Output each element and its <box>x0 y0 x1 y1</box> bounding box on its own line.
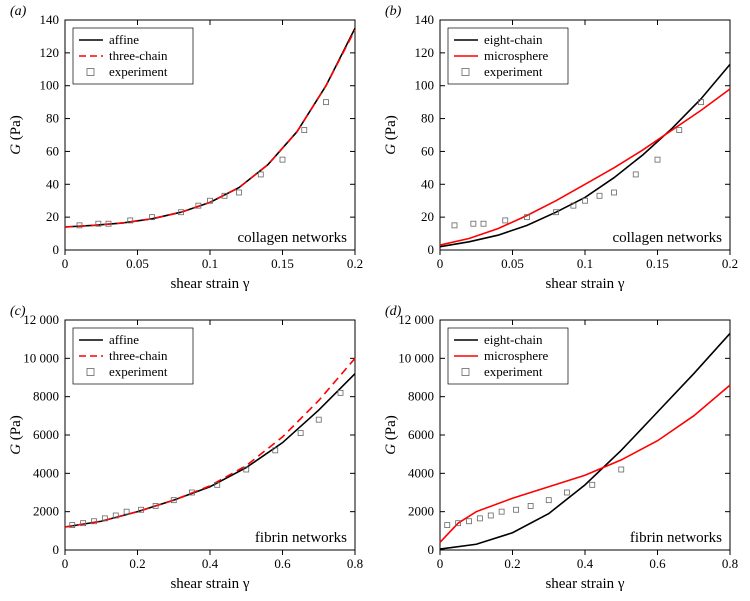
xtick-label: 0.8 <box>347 556 363 571</box>
xtick-label: 0.1 <box>577 256 593 271</box>
xtick-label: 0 <box>62 556 69 571</box>
xlabel: shear strain γ <box>170 276 249 292</box>
ytick-label: 0 <box>53 542 60 557</box>
figure: (a) 0 0.05 0.1 0.15 0.2 0 20 40 60 80 100 120 140 shea… <box>0 0 750 601</box>
ytick-label: 140 <box>40 12 60 27</box>
ytick-label: 80 <box>46 111 59 126</box>
xtick-label: 0.15 <box>271 256 294 271</box>
xtick-label: 0.1 <box>202 256 218 271</box>
legend-label: microsphere <box>484 48 548 63</box>
xtick-label: 0.2 <box>129 556 145 571</box>
xtick-label: 0.4 <box>577 556 594 571</box>
annotation: collagen networks <box>612 230 722 246</box>
ylabel: G (Pa) <box>8 115 24 155</box>
ytick-label: 12 000 <box>23 312 59 327</box>
xlabel: shear strain γ <box>170 576 249 592</box>
ytick-label: 20 <box>46 209 59 224</box>
xtick-label: 0 <box>437 556 444 571</box>
panel-c: (c)00.20.40.60.80200040006000800010 0001… <box>8 304 363 592</box>
xlabel: shear strain γ <box>545 576 624 592</box>
ytick-label: 6000 <box>408 427 434 442</box>
xtick-label: 0.6 <box>274 556 291 571</box>
ytick-label: 4000 <box>33 465 59 480</box>
ytick-label: 40 <box>46 176 59 191</box>
ytick-label: 10 000 <box>398 350 434 365</box>
xtick-label: 0.2 <box>722 256 738 271</box>
annotation: fibrin networks <box>630 530 722 546</box>
legend-label: experiment <box>484 364 543 379</box>
panel-label-a: (a) <box>10 4 27 19</box>
annotation: fibrin networks <box>255 530 347 546</box>
legend-label: three-chain <box>109 348 168 363</box>
ytick-label: 80 <box>421 111 434 126</box>
ytick-label: 2000 <box>33 504 59 519</box>
ytick-label: 40 <box>421 176 434 191</box>
xtick-label: 0 <box>62 256 69 271</box>
ytick-label: 140 <box>415 12 435 27</box>
legend-label: affine <box>109 332 139 347</box>
ytick-label: 6000 <box>33 427 59 442</box>
ytick-label: 60 <box>46 143 59 158</box>
xtick-label: 0.4 <box>202 556 219 571</box>
ytick-label: 120 <box>40 45 60 60</box>
legend-label: eight-chain <box>484 32 543 47</box>
ytick-label: 8000 <box>33 389 59 404</box>
xlabel: shear strain γ <box>545 276 624 292</box>
xtick-label: 0.2 <box>347 256 363 271</box>
ytick-label: 0 <box>428 242 435 257</box>
ylabel: G (Pa) <box>383 415 399 455</box>
legend-label: experiment <box>109 364 168 379</box>
ytick-label: 20 <box>421 209 434 224</box>
xtick-label: 0.2 <box>504 556 520 571</box>
figure-svg: (a) 0 0.05 0.1 0.15 0.2 0 20 40 60 80 100 120 140 shea… <box>0 0 750 601</box>
annotation: collagen networks <box>237 230 347 246</box>
ytick-label: 100 <box>40 78 60 93</box>
panel-d: (d)00.20.40.60.80200040006000800010 0001… <box>383 304 738 592</box>
xtick-label: 0.6 <box>649 556 666 571</box>
panel-b: (b) 0 0.05 0.1 0.15 0.2 0 20 40 60 80 100 120 140 shea… <box>383 4 738 292</box>
ytick-label: 100 <box>415 78 435 93</box>
xtick-label: 0 <box>437 256 444 271</box>
ytick-label: 120 <box>415 45 435 60</box>
ytick-label: 8000 <box>408 389 434 404</box>
ytick-label: 60 <box>421 143 434 158</box>
xtick-label: 0.8 <box>722 556 738 571</box>
legend-label: three-chain <box>109 48 168 63</box>
ytick-label: 10 000 <box>23 350 59 365</box>
panel-label-b: (b) <box>385 4 402 19</box>
ytick-label: 2000 <box>408 504 434 519</box>
ytick-label: 4000 <box>408 465 434 480</box>
ylabel: G (Pa) <box>8 415 24 455</box>
xtick-label: 0.15 <box>646 256 669 271</box>
xtick-label: 0.05 <box>501 256 524 271</box>
xtick-label: 0.05 <box>126 256 149 271</box>
ytick-label: 0 <box>428 542 435 557</box>
legend-label: eight-chain <box>484 332 543 347</box>
legend-label: affine <box>109 32 139 47</box>
ytick-label: 0 <box>53 242 60 257</box>
panel-a: (a) 0 0.05 0.1 0.15 0.2 0 20 40 60 80 100 120 140 shea… <box>8 4 363 292</box>
ytick-label: 12 000 <box>398 312 434 327</box>
legend-label: experiment <box>484 64 543 79</box>
ylabel: G (Pa) <box>383 115 399 155</box>
legend-label: microsphere <box>484 348 548 363</box>
legend-label: experiment <box>109 64 168 79</box>
